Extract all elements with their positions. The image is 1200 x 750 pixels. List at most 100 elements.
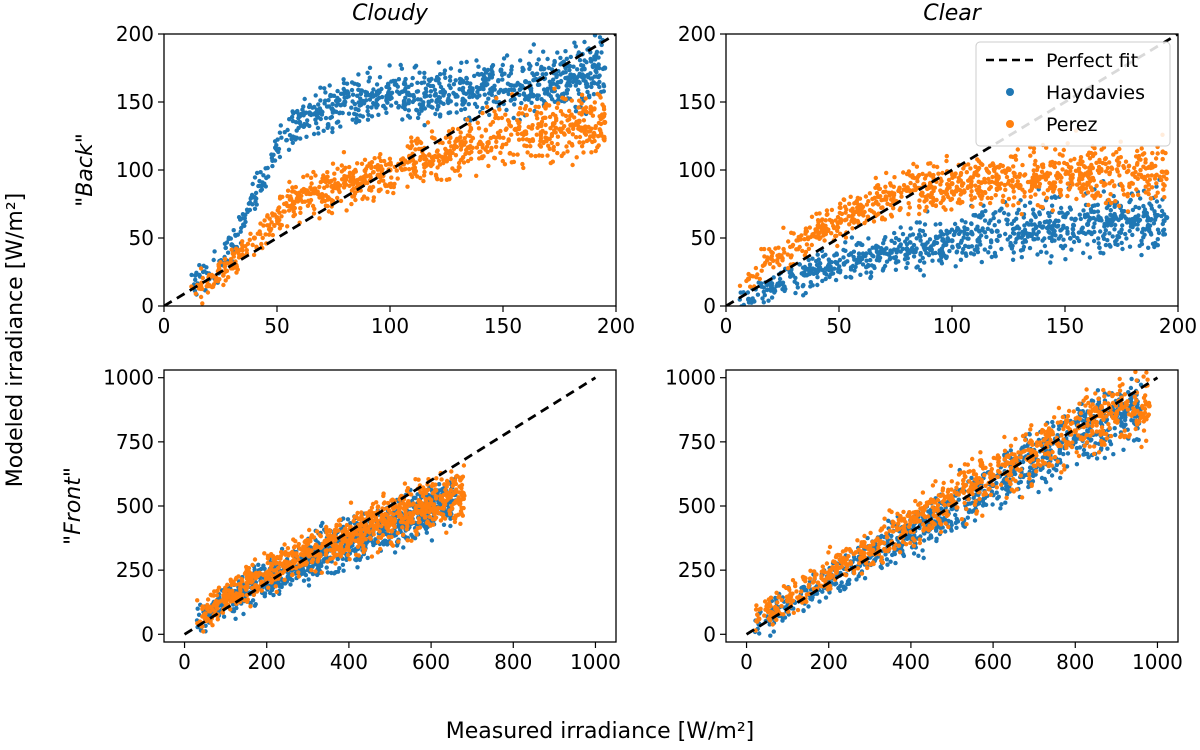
data-point [588,56,593,62]
data-point [810,232,815,237]
data-point [235,267,240,272]
data-point [438,518,444,523]
data-point [405,538,410,543]
data-point [1146,245,1151,250]
data-point [975,246,980,251]
data-point [465,117,470,122]
data-point [492,109,497,114]
data-point [1091,225,1096,230]
data-point [904,246,910,252]
data-point [535,116,540,121]
data-point [917,211,922,217]
data-point [474,104,480,110]
data-point [478,149,483,154]
data-point [325,170,330,175]
data-point [1027,188,1033,194]
data-point [1074,196,1079,202]
data-point [958,178,963,183]
data-point [1087,156,1093,161]
data-point [555,50,560,55]
data-point [928,193,933,198]
data-point [253,190,259,196]
data-point [1085,182,1090,188]
data-point [770,250,775,256]
data-point [599,133,604,138]
data-point [479,71,484,77]
data-point [928,173,934,178]
data-point [1104,205,1110,211]
data-point [452,168,458,173]
data-point [922,222,928,227]
data-point [1113,222,1118,228]
data-point [852,257,857,262]
data-point [996,219,1002,224]
data-point [1113,241,1118,247]
data-point [398,62,403,68]
data-point [1136,172,1142,177]
data-point [820,217,825,222]
data-point [401,545,406,550]
data-point [1143,190,1148,195]
data-point [221,282,226,288]
data-point [1107,231,1112,236]
data-point [1008,243,1013,248]
data-point [1081,250,1086,256]
data-point [896,259,901,264]
data-point [899,194,904,199]
data-point [508,124,514,129]
data-point [982,230,988,235]
data-point [568,113,573,119]
data-point [1002,168,1007,173]
data-point [487,112,492,118]
data-point [406,101,411,106]
data-point [963,251,968,256]
data-point [544,101,549,107]
data-point [940,170,945,176]
data-point [1043,219,1048,225]
data-point [602,65,608,71]
data-point [1010,154,1016,160]
data-point [568,72,574,78]
data-point [265,560,270,566]
data-point [407,115,413,120]
data-point [874,201,879,206]
data-point [947,248,952,254]
data-point [518,58,523,63]
data-point [1138,157,1143,162]
data-point [397,505,403,510]
data-point [521,92,527,97]
data-point [856,220,861,225]
data-point [424,530,429,535]
data-point [596,134,601,139]
data-point [443,75,448,81]
data-point [244,248,249,253]
data-point [523,79,529,85]
data-point [454,136,460,142]
data-point [259,241,264,247]
data-point [270,232,275,238]
data-point [536,104,541,110]
data-point [342,95,347,100]
data-point [283,581,288,586]
data-point [1028,218,1034,223]
data-point [1088,207,1094,212]
data-point [430,83,436,89]
data-point [369,105,374,110]
data-point [417,111,422,117]
data-point [434,99,439,105]
data-point [346,94,351,99]
data-point [864,258,869,263]
data-point [992,168,997,174]
data-point [316,115,321,120]
data-point [590,63,595,68]
data-point [961,166,966,171]
data-point [768,255,774,261]
data-point [308,175,314,180]
data-point [325,203,330,209]
data-point [939,178,944,184]
data-point [297,194,303,200]
data-point [223,268,228,273]
data-point [1016,231,1021,236]
data-point [262,591,268,596]
data-point [435,103,441,108]
